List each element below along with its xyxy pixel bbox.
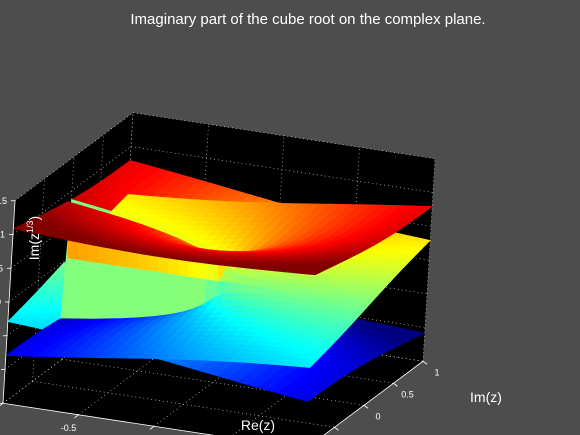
gridline-x-floor <box>153 338 273 427</box>
y-tick-label: 0 <box>375 411 380 421</box>
y-tick-label: -0.5 <box>341 433 357 435</box>
chart-title: Imaginary part of the cube root on the c… <box>130 11 485 28</box>
surface-patch <box>299 362 315 368</box>
surface-branch-1 <box>12 194 434 283</box>
y-tick-mark <box>393 382 398 387</box>
x-tick-mark <box>149 425 155 430</box>
z-tick-label: 1 <box>0 230 5 240</box>
surface-patch <box>297 395 313 402</box>
x-tick-mark <box>74 414 79 419</box>
gridline-z-left <box>14 112 134 201</box>
gridline-z-left <box>2 315 122 404</box>
gridline-z-back <box>130 146 434 193</box>
y-tick-label: 1 <box>434 367 439 377</box>
x-axis-label: Re(z) <box>241 417 275 433</box>
gridline-x-floor <box>78 326 197 415</box>
y-tick-label: 0.5 <box>401 389 414 399</box>
y-axis-label: Im(z) <box>470 389 502 405</box>
z-tick-label: 0 <box>0 297 1 307</box>
y-tick-mark <box>422 360 428 365</box>
gridline-z-left <box>10 180 130 269</box>
y-tick-mark <box>334 426 339 431</box>
gridline-z-back <box>132 112 436 160</box>
gridline-x-floor <box>232 349 348 435</box>
y-tick-mark <box>363 404 369 409</box>
x-tick-mark <box>0 402 4 406</box>
gridline-z-left <box>8 213 128 303</box>
gridline-y-floor <box>61 358 365 406</box>
gridline-y-floor <box>32 380 335 428</box>
x-tick-label: -0.5 <box>61 423 77 433</box>
z-tick-label: 0.5 <box>0 263 3 273</box>
surface-patch <box>304 271 321 276</box>
surface-patches <box>4 160 434 402</box>
z-tick-label: 1.5 <box>0 196 7 206</box>
z-axis-label: Im(z1/3) <box>25 216 42 260</box>
